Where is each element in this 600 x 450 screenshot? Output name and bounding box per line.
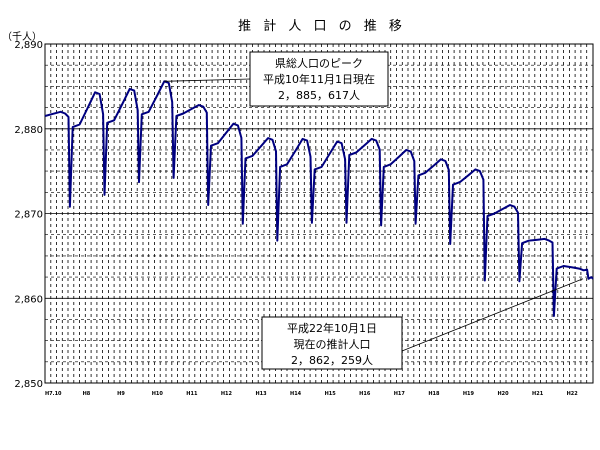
x-tick-label: H7.10	[45, 391, 62, 397]
x-tick-label: H17	[394, 391, 406, 397]
x-tick-label: H14	[290, 391, 302, 397]
x-axis-ticks: H7.10 H8 H9 H10 H11 H12 H13 H14 H15 H16 H17 H18 H19 H…	[45, 391, 578, 397]
x-tick-label: H11	[186, 391, 198, 397]
horizontal-gridlines	[45, 64, 593, 363]
y-tick-label: 2,890	[14, 40, 43, 51]
x-tick-label: H10	[152, 391, 164, 397]
x-tick-label: H20	[497, 391, 509, 397]
annotation-text: 平成22年10月1日	[287, 321, 377, 335]
x-tick-label: H22	[567, 391, 579, 397]
annotation-text: 2，885，617人	[278, 89, 360, 102]
x-tick-label: H16	[359, 391, 371, 397]
x-tick-label: H8	[83, 391, 91, 397]
annotation-text: 県総人口のピーク	[275, 56, 363, 70]
y-tick-label: 2,860	[14, 294, 43, 305]
y-tick-label: 2,870	[14, 210, 43, 221]
y-tick-label: 2,850	[14, 379, 43, 390]
x-tick-label: H18	[428, 391, 440, 397]
chart-title: 推 計 人 口 の 推 移	[238, 18, 406, 34]
x-tick-label: H9	[117, 391, 125, 397]
annotation-text: 2，862，259人	[291, 354, 373, 367]
x-tick-label: H19	[463, 391, 475, 397]
population-series-line	[44, 80, 594, 317]
x-tick-label: H15	[325, 391, 337, 397]
annotation-text: 平成10年11月1日現在	[263, 72, 375, 86]
annotation-box	[249, 51, 389, 107]
plot-frame	[44, 43, 594, 384]
annotation-leader-line	[164, 78, 251, 82]
x-tick-label: H21	[532, 391, 544, 397]
annotation-text: 現在の推計人口	[294, 337, 371, 351]
y-axis-unit-label: （千人）	[2, 31, 42, 43]
x-tick-label: H12	[221, 391, 233, 397]
annotation-leader-line	[401, 278, 584, 352]
x-tick-label: H13	[255, 391, 267, 397]
y-tick-label: 2,880	[14, 125, 43, 136]
annotation-box	[261, 316, 403, 370]
y-axis-ticks: 2,850 2,860 2,870 2,880 2,890	[14, 40, 43, 390]
